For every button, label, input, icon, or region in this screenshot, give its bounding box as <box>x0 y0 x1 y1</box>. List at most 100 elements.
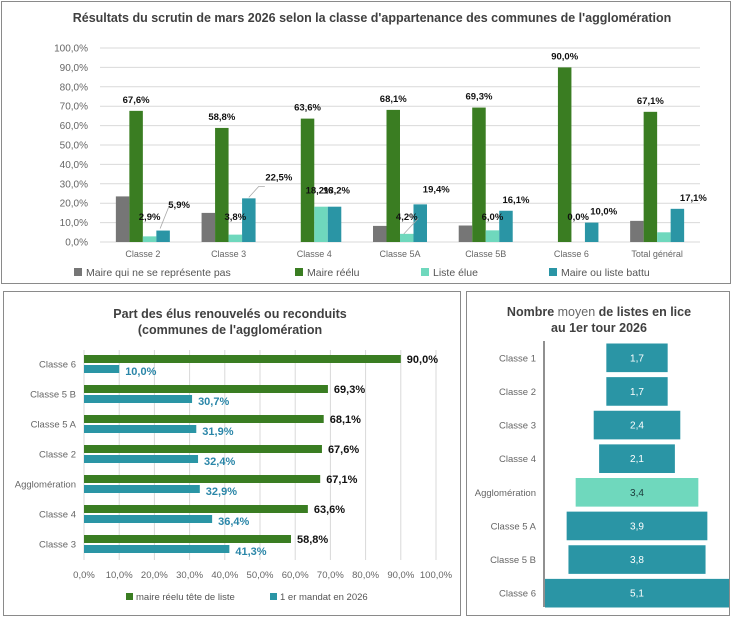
lists-chart: Nombre moyen de listes en lice au 1er to… <box>475 305 729 608</box>
y-category-label: Classe 5 B <box>490 555 536 566</box>
funnel-bar <box>545 578 729 608</box>
bar-1er-mandat <box>84 545 230 553</box>
data-label: 63,6% <box>314 504 345 516</box>
bar-liste-lue <box>228 234 243 242</box>
bar-maire-r-lu <box>386 109 400 242</box>
results-chart-panel: Résultats du scrutin de mars 2026 selon … <box>1 1 731 284</box>
leader-line <box>248 185 265 198</box>
x-category-label: Classe 6 <box>554 249 589 259</box>
x-tick-label: 100,0% <box>420 570 453 581</box>
bar-maire-reelu <box>84 385 328 393</box>
y-tick-label: 50,0% <box>60 141 88 152</box>
data-label: 5,1 <box>630 589 644 600</box>
data-label: 36,4% <box>218 516 249 528</box>
data-label: 41,3% <box>235 546 266 558</box>
y-category-label: Classe 1 <box>499 353 536 364</box>
data-label: 58,8% <box>297 534 328 546</box>
bar-1er-mandat <box>84 425 197 433</box>
bar-1er-mandat <box>84 395 193 403</box>
data-label: 4,2% <box>396 212 418 223</box>
data-label: 68,1% <box>330 414 361 426</box>
y-category-label: Classe 5 A <box>491 521 537 532</box>
y-category-label: Classe 5 A <box>31 420 77 431</box>
data-label: 18,2% <box>323 186 350 197</box>
data-label: 32,9% <box>206 486 237 498</box>
y-tick-label: 20,0% <box>60 199 88 210</box>
results-chart-title: Résultats du scrutin de mars 2026 selon … <box>73 11 672 25</box>
bar-maire-r-lu <box>300 118 315 242</box>
data-label: 22,5% <box>265 172 292 183</box>
bar-maire-reelu <box>84 415 324 423</box>
funnel-bar <box>599 444 675 473</box>
funnel-bar <box>568 545 706 574</box>
data-label: 3,4 <box>630 488 644 499</box>
legend-label: 1 er mandat en 2026 <box>280 592 368 603</box>
renewal-chart-panel: Part des élus renouvelés ou reconduits (… <box>3 291 461 616</box>
data-label: 31,9% <box>202 426 233 438</box>
legend-label: Maire réélu <box>307 267 360 279</box>
legend-swatch <box>126 593 133 600</box>
bar-maire-qui-ne-se-repr-sente-pas <box>373 225 387 242</box>
data-label: 16,1% <box>502 195 529 206</box>
bar-maire-reelu <box>84 445 322 453</box>
bar-maire-ou-liste-battu <box>156 230 170 242</box>
data-label: 2,9% <box>139 212 161 223</box>
data-label: 90,0% <box>551 51 578 62</box>
legend-swatch <box>549 268 557 276</box>
data-label: 90,0% <box>407 354 438 366</box>
lists-title-part3: de listes en lice <box>599 305 691 319</box>
x-tick-label: 30,0% <box>176 570 203 581</box>
data-label: 68,1% <box>380 94 407 105</box>
data-label: 5,9% <box>168 200 190 211</box>
x-category-label: Classe 2 <box>125 249 160 259</box>
bar-maire-reelu <box>84 535 291 543</box>
funnel-bar <box>575 478 699 507</box>
y-category-label: Classe 3 <box>39 540 76 551</box>
leader-line <box>159 205 172 229</box>
data-label: 69,3% <box>465 92 492 103</box>
bar-maire-r-lu <box>129 110 143 242</box>
x-tick-label: 90,0% <box>387 570 414 581</box>
legend-label: Maire ou liste battu <box>561 267 650 279</box>
y-category-label: Classe 4 <box>499 454 536 465</box>
data-label: 17,1% <box>680 193 707 204</box>
bar-maire-qui-ne-se-repr-sente-pas <box>630 220 644 242</box>
y-category-label: Classe 2 <box>39 450 76 461</box>
bar-liste-lue <box>657 232 671 242</box>
funnel-bar <box>593 410 681 440</box>
results-chart: Résultats du scrutin de mars 2026 selon … <box>54 11 707 279</box>
renewal-chart-title-line1: Part des élus renouvelés ou reconduits <box>113 307 346 321</box>
bar-1er-mandat <box>84 365 120 373</box>
bar-1er-mandat <box>84 455 199 463</box>
x-tick-label: 20,0% <box>141 570 168 581</box>
data-label: 3,8 <box>630 555 644 566</box>
legend-swatch <box>421 268 429 276</box>
legend-swatch <box>270 593 277 600</box>
bar-maire-ou-liste-battu <box>242 198 256 242</box>
bar-maire-ou-liste-battu <box>670 208 685 242</box>
bar-maire-reelu <box>84 355 401 363</box>
y-tick-label: 10,0% <box>60 218 88 229</box>
funnel-bar <box>606 377 668 406</box>
y-category-label: Classe 3 <box>499 421 536 432</box>
data-label: 67,6% <box>328 444 359 456</box>
lists-title-part2: moyen <box>558 305 596 319</box>
bar-maire-qui-ne-se-repr-sente-pas <box>201 212 216 242</box>
lists-chart-title-line1: Nombre moyen de listes en lice <box>507 305 691 319</box>
lists-title-part1: Nombre <box>507 305 554 319</box>
bar-maire-ou-liste-battu <box>584 222 599 242</box>
data-label: 63,6% <box>294 103 321 114</box>
x-tick-label: 60,0% <box>282 570 309 581</box>
y-tick-label: 80,0% <box>60 82 88 93</box>
data-label: 10,0% <box>125 366 156 378</box>
data-label: 19,4% <box>423 184 450 195</box>
legend-label: Maire qui ne se représente pas <box>86 267 231 279</box>
y-category-label: Classe 6 <box>39 360 76 371</box>
y-tick-label: 70,0% <box>60 102 88 113</box>
data-label: 67,1% <box>637 96 664 107</box>
y-tick-label: 100,0% <box>54 44 88 55</box>
data-label: 3,9 <box>630 521 644 532</box>
legend-swatch <box>74 268 82 276</box>
y-category-label: Classe 6 <box>499 589 536 600</box>
x-category-label: Total général <box>631 249 683 259</box>
